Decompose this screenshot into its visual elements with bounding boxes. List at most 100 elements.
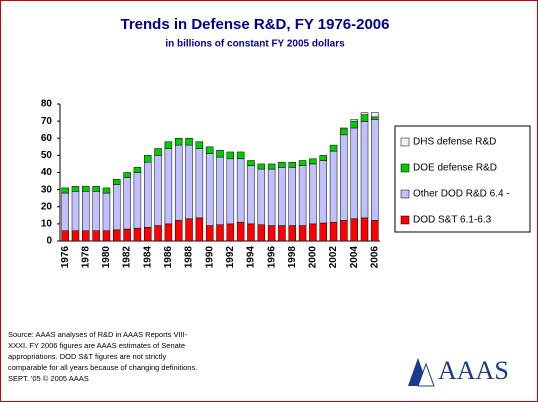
y-tick-label: 0: [46, 236, 52, 247]
source-note: Source: AAAS analyses of R&D in AAAS Rep…: [8, 330, 188, 339]
x-tick-label: 1978: [80, 246, 91, 269]
bar-segment: [350, 119, 358, 122]
x-tick-label: 1984: [142, 246, 153, 269]
bar-segment: [236, 158, 245, 223]
bar-segment: [185, 144, 193, 219]
bar-segment: [133, 172, 142, 229]
bar-segment: [133, 167, 142, 173]
bar-segment: [61, 187, 69, 194]
x-tick-label: 1986: [163, 246, 174, 269]
bar-segment: [216, 224, 224, 242]
bar-segment: [371, 112, 379, 118]
bar-segment: [216, 149, 224, 158]
bar-segment: [350, 120, 358, 129]
bar-segment: [257, 163, 266, 170]
bar-segment: [113, 229, 121, 242]
y-tick-label: 20: [41, 201, 53, 212]
bar-segment: [143, 155, 152, 163]
x-tick-label: 1996: [266, 246, 277, 269]
y-tick-label: 40: [41, 167, 53, 178]
x-tick-label: 1976: [60, 246, 71, 269]
bar-segment: [216, 156, 224, 225]
bar-segment: [185, 138, 193, 146]
bar-segment: [298, 160, 307, 166]
bar-segment: [71, 230, 80, 242]
bar-segment: [278, 167, 286, 226]
legend-label: Other DOD R&D 6.4 -: [413, 189, 510, 200]
bar-segment: [371, 220, 379, 242]
bar-segment: [92, 191, 100, 231]
bar-segment: [236, 151, 245, 160]
bar-segment: [319, 222, 327, 242]
logo-mark: [408, 358, 435, 387]
x-tick-label: 2000: [308, 246, 319, 269]
legend-label: DOD S&T 6.1-6.3: [413, 215, 492, 226]
bar-segment: [195, 217, 204, 242]
bar-segment: [360, 217, 369, 242]
bar-segment: [113, 184, 121, 231]
bar-segment: [329, 221, 338, 242]
bar-segment: [154, 155, 162, 226]
bar-segment: [185, 218, 193, 242]
bar-segment: [288, 161, 297, 168]
bar-segment: [123, 177, 131, 230]
chart-subtitle: in billions of constant FY 2005 dollars: [165, 39, 345, 50]
bar-segment: [143, 227, 152, 242]
bar-segment: [340, 220, 348, 242]
x-tick-label: 1980: [101, 246, 112, 269]
x-tick-label: 1990: [204, 246, 215, 269]
bar-segment: [371, 116, 379, 120]
x-tick-label: 2002: [328, 246, 339, 269]
legend-box: [394, 125, 531, 233]
logo-text: AAAS: [438, 356, 509, 385]
bar-segment: [309, 158, 317, 165]
bar-segment: [71, 185, 80, 192]
legend-swatch: [400, 215, 410, 225]
bar-segment: [278, 161, 286, 168]
bar-segment: [164, 223, 173, 242]
bar-segment: [71, 191, 80, 231]
bar-segment: [329, 144, 338, 152]
bar-segment: [236, 221, 245, 242]
source-note: SEPT. '05 © 2005 AAAS: [8, 374, 89, 383]
bar-segment: [174, 138, 183, 146]
y-tick-label: 10: [41, 219, 53, 230]
bar-segment: [226, 158, 235, 225]
y-tick-label: 60: [41, 133, 53, 144]
bar-segment: [298, 225, 307, 242]
x-tick-label: 1994: [246, 246, 257, 269]
bar-segment: [195, 148, 204, 219]
bar-segment: [154, 148, 162, 156]
bar-segment: [205, 225, 214, 242]
bar-segment: [205, 146, 214, 154]
legend-label: DHS defense R&D: [413, 137, 496, 148]
legend-swatch: [400, 163, 410, 173]
x-tick-label: 1992: [225, 246, 236, 269]
x-tick-label: 1998: [287, 246, 298, 269]
bar-segment: [92, 230, 100, 242]
bar-segment: [113, 179, 121, 185]
bar-segment: [247, 223, 255, 242]
bar-segment: [82, 191, 90, 231]
bar-segment: [61, 230, 69, 242]
bar-segment: [329, 150, 338, 223]
bar-segment: [298, 165, 307, 226]
y-tick-label: 80: [41, 99, 53, 110]
y-tick-label: 30: [41, 184, 53, 195]
bar-segment: [309, 223, 317, 242]
bar-segment: [123, 172, 131, 178]
bar-segment: [247, 165, 255, 225]
bar-segment: [174, 144, 183, 221]
bar-segment: [267, 168, 276, 226]
bar-segment: [164, 141, 173, 149]
bar-segment: [257, 168, 266, 225]
bar-segment: [226, 223, 235, 242]
bar-segment: [257, 224, 266, 242]
bar-segment: [205, 153, 214, 226]
bar-segment: [340, 134, 348, 221]
bar-segment: [164, 148, 173, 225]
y-tick-label: 50: [41, 150, 53, 161]
bar-segment: [340, 127, 348, 130]
bar-segment: [340, 128, 348, 136]
bar-segment: [226, 151, 235, 160]
